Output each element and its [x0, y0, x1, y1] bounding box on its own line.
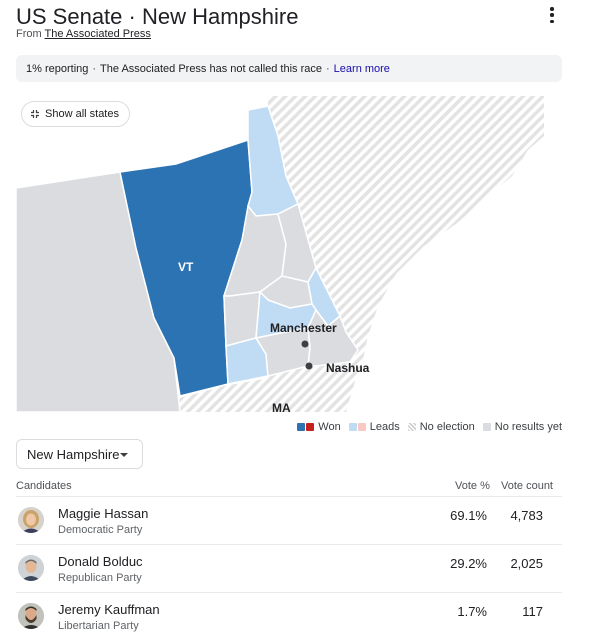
- candidate-name: Jeremy Kauffman: [58, 602, 160, 617]
- legend-won: Won: [297, 421, 341, 433]
- row-divider: [16, 592, 562, 593]
- hassan-avatar: [18, 507, 44, 533]
- source-prefix: From: [16, 28, 42, 40]
- race-call-status: The Associated Press has not called this…: [100, 62, 322, 75]
- candidate-vote-percent: 69.1%: [450, 508, 487, 523]
- status-separator-2: ·: [326, 62, 330, 75]
- candidate-name: Maggie Hassan: [58, 506, 149, 521]
- source-line: From The Associated Press: [16, 28, 151, 40]
- candidate-vote-count: 117: [522, 604, 543, 619]
- legend-leads-red-swatch: [357, 423, 366, 431]
- results-map[interactable]: Show all states VT Manchester Nashua MA: [16, 96, 562, 412]
- nashua-marker[interactable]: [305, 362, 313, 370]
- candidate-party: Libertarian Party: [58, 620, 139, 632]
- map-label-ma: MA: [272, 401, 291, 412]
- reporting-percent: 1% reporting: [26, 62, 89, 75]
- kauffman-avatar: [18, 603, 44, 629]
- map-label-manchester: Manchester: [270, 321, 337, 335]
- candidate-vote-percent: 29.2%: [450, 556, 487, 571]
- show-all-states-button[interactable]: Show all states: [21, 101, 130, 127]
- candidate-party: Republican Party: [58, 572, 142, 584]
- legend-no-election: No election: [407, 421, 475, 433]
- map-canvas: [16, 96, 544, 412]
- candidate-vote-count: 4,783: [510, 508, 543, 523]
- candidate-row-bolduc[interactable]: Donald Bolduc Republican Party 29.2% 2,0…: [16, 545, 562, 593]
- state-selector-value: New Hampshire: [27, 446, 120, 462]
- show-all-states-label: Show all states: [45, 108, 119, 120]
- status-separator: ·: [92, 62, 97, 75]
- legend-won-red-swatch: [306, 423, 315, 431]
- legend-no-election-swatch: [407, 423, 416, 431]
- massachusetts-region: [176, 360, 356, 412]
- legend-no-results-label: No results yet: [494, 421, 562, 433]
- legend-leads-blue-swatch: [348, 423, 357, 431]
- state-selector-dropdown[interactable]: New Hampshire: [16, 439, 143, 469]
- vote-percent-header: Vote %: [455, 480, 490, 492]
- manchester-marker[interactable]: [301, 340, 309, 348]
- legend-won-blue-swatch: [297, 423, 306, 431]
- candidate-row-kauffman[interactable]: Jeremy Kauffman Libertarian Party 1.7% 1…: [16, 593, 562, 640]
- candidate-vote-count: 2,025: [510, 556, 543, 571]
- candidate-party: Democratic Party: [58, 524, 143, 536]
- learn-more-link[interactable]: Learn more: [333, 62, 390, 75]
- legend-no-results: No results yet: [482, 421, 562, 433]
- row-divider: [16, 544, 562, 545]
- vote-count-header: Vote count: [501, 480, 553, 492]
- candidate-vote-percent: 1.7%: [457, 604, 487, 619]
- legend-won-label: Won: [318, 421, 341, 433]
- legend-leads: Leads: [348, 421, 400, 433]
- fullscreen-exit-icon: [30, 109, 40, 119]
- reporting-status-bar: 1% reporting · The Associated Press has …: [16, 55, 562, 82]
- candidates-header: Candidates: [16, 480, 72, 492]
- candidate-name: Donald Bolduc: [58, 554, 143, 569]
- map-label-nashua: Nashua: [326, 361, 370, 375]
- more-vert-icon[interactable]: [544, 6, 560, 24]
- map-legend: Won Leads No election No results yet: [297, 420, 562, 434]
- caret-down-icon: [120, 453, 128, 457]
- map-label-vt: VT: [178, 260, 194, 274]
- legend-no-results-swatch: [482, 423, 491, 431]
- legend-no-election-label: No election: [419, 421, 475, 433]
- legend-leads-label: Leads: [369, 421, 400, 433]
- table-header-divider: [16, 496, 562, 497]
- source-link[interactable]: The Associated Press: [44, 28, 151, 40]
- county-rockingham: [307, 308, 359, 367]
- candidate-row-hassan[interactable]: Maggie Hassan Democratic Party 69.1% 4,7…: [16, 497, 562, 545]
- bolduc-avatar: [18, 555, 44, 581]
- page-title: US Senate · New Hampshire: [16, 4, 299, 29]
